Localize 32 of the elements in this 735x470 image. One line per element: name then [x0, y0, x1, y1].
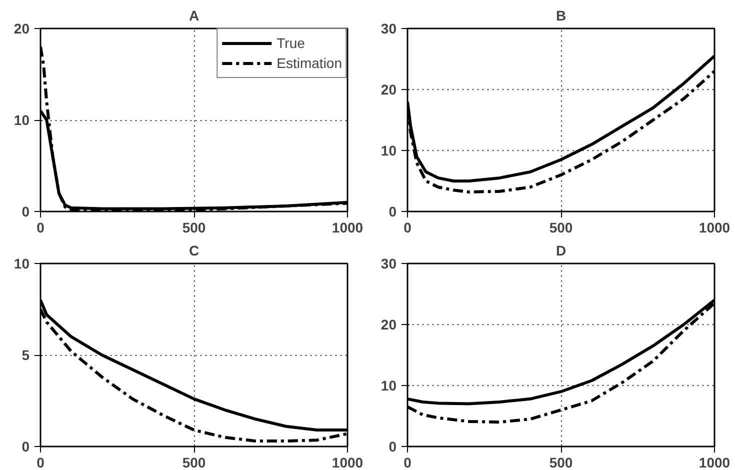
- x-tick-label: 1000: [332, 220, 364, 236]
- x-tick-label: 0: [36, 220, 45, 236]
- legend-label: Estimation: [276, 55, 342, 71]
- y-tick-label: 0: [388, 204, 397, 220]
- x-tick-label: 500: [549, 454, 573, 470]
- chart-title: D: [556, 242, 566, 258]
- x-tick-label: 0: [404, 454, 412, 470]
- y-tick-label: 0: [22, 438, 30, 454]
- y-tick-label: 10: [14, 256, 30, 272]
- chart-title: C: [188, 242, 200, 258]
- y-tick-label: 20: [14, 20, 30, 36]
- x-tick-label: 500: [182, 220, 206, 236]
- y-tick-label: 30: [380, 20, 397, 36]
- x-tick-label: 0: [404, 220, 412, 236]
- y-tick-label: 5: [22, 347, 30, 363]
- y-tick-label: 10: [380, 378, 397, 394]
- y-tick-label: 20: [380, 316, 397, 332]
- x-tick-label: 0: [36, 454, 45, 470]
- y-tick-label: 10: [14, 112, 30, 128]
- x-tick-label: 500: [549, 220, 573, 236]
- y-tick-label: 10: [380, 142, 397, 158]
- y-tick-label: 30: [380, 256, 397, 272]
- y-tick-label: 20: [380, 82, 397, 98]
- y-tick-label: 0: [22, 204, 30, 220]
- x-tick-label: 1000: [332, 454, 364, 470]
- x-tick-label: 500: [182, 454, 206, 470]
- x-tick-label: 1000: [698, 454, 730, 470]
- chart-title: A: [188, 8, 200, 24]
- y-tick-label: 0: [388, 438, 397, 454]
- legend-label: True: [276, 35, 305, 51]
- chart-title: B: [556, 8, 566, 24]
- x-tick-label: 1000: [698, 220, 730, 236]
